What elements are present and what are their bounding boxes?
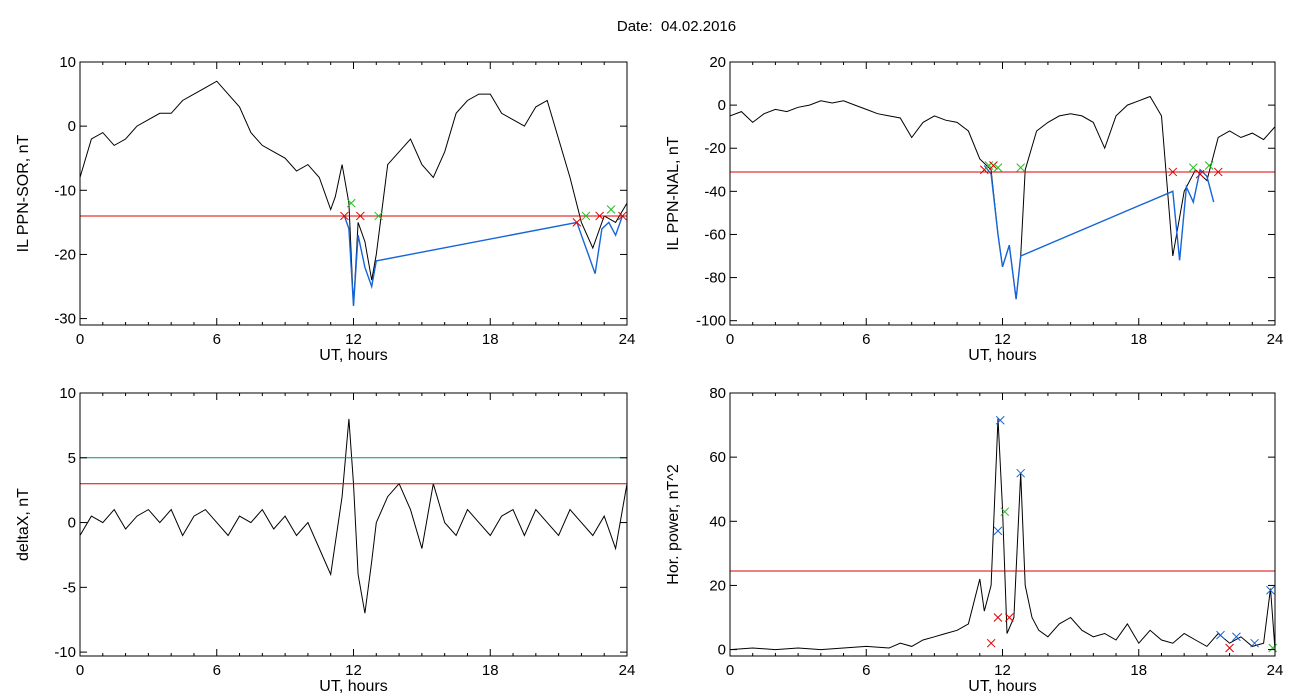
event-marker-6 xyxy=(1168,167,1178,177)
event-marker-3 xyxy=(355,211,365,221)
event-marker-2 xyxy=(984,161,994,170)
x-tick-label-3: 12 xyxy=(345,662,362,679)
x-tick-label-4: 18 xyxy=(1130,662,1147,679)
x-tick-label-2: 6 xyxy=(213,331,221,348)
event-marker-4 xyxy=(374,211,383,221)
y-axis-label: IL PPN-NAL, nT xyxy=(665,136,682,250)
y-tick-label-6: -80 xyxy=(704,270,726,287)
x-tick-label-2: 6 xyxy=(862,331,870,348)
event-marker-4 xyxy=(993,163,1003,172)
series-line-1 xyxy=(80,418,627,614)
x-axis-label: UT, hours xyxy=(319,347,387,364)
figure-title: Date: 04.02.2016 xyxy=(616,18,737,35)
event-marker-9 xyxy=(1232,632,1241,642)
y-tick-label-5: 0 xyxy=(718,642,726,659)
y-tick-label-2: 0 xyxy=(68,118,76,135)
x-tick-label-5: 24 xyxy=(1267,331,1284,348)
event-marker-5 xyxy=(1000,507,1010,517)
y-axis-label: IL PPN-SOR, nT xyxy=(15,134,32,252)
y-tick-label-4: -5 xyxy=(63,579,76,596)
event-marker-13 xyxy=(1268,643,1278,653)
x-axis-label: UT, hours xyxy=(968,347,1036,364)
event-marker-11 xyxy=(1250,638,1259,648)
event-marker-1 xyxy=(340,211,349,221)
chart-3: 0 6 12 18 24 10 5 0 -5 -10 UT, hours deltaX, nT xyxy=(15,385,635,695)
x-tick-label-5: 24 xyxy=(619,331,636,348)
x-tick-label-3: 12 xyxy=(994,662,1011,679)
series-line-1 xyxy=(80,80,627,306)
x-axis-label: UT, hours xyxy=(319,678,387,695)
y-tick-label-1: 10 xyxy=(59,54,76,71)
event-marker-8 xyxy=(606,205,616,214)
event-marker-9 xyxy=(618,211,627,221)
x-tick-label-2: 6 xyxy=(213,662,221,679)
chart-4: 0 6 12 18 24 80 60 40 20 0 UT, hours Hor. power, nT… xyxy=(665,385,1283,695)
y-tick-label-4: -20 xyxy=(54,246,76,263)
y-tick-label-5: -30 xyxy=(54,311,76,328)
event-marker-7 xyxy=(595,211,605,221)
x-tick-label-5: 24 xyxy=(619,662,636,679)
series-line-2 xyxy=(343,215,624,306)
y-tick-label-3: 0 xyxy=(68,515,76,532)
event-marker-6 xyxy=(581,211,591,221)
y-tick-label-7: -100 xyxy=(696,313,726,330)
event-marker-12 xyxy=(1266,585,1275,595)
y-axis-label: Hor. power, nT^2 xyxy=(665,464,682,585)
y-tick-label-4: 20 xyxy=(709,577,726,594)
x-tick-label-4: 18 xyxy=(1130,331,1147,348)
series-line-2 xyxy=(983,165,1215,300)
x-tick-label-1: 0 xyxy=(76,331,84,348)
event-marker-5 xyxy=(572,218,582,227)
y-tick-label-3: -20 xyxy=(704,140,726,157)
plot-frame xyxy=(79,392,628,657)
x-tick-label-5: 24 xyxy=(1267,662,1284,679)
x-tick-label-2: 6 xyxy=(862,662,870,679)
x-tick-label-4: 18 xyxy=(482,331,499,348)
event-marker-1 xyxy=(986,638,996,648)
event-marker-4 xyxy=(995,415,1005,425)
y-tick-label-2: 0 xyxy=(718,97,726,114)
event-marker-8 xyxy=(1195,169,1205,179)
plot-frame xyxy=(729,392,1276,657)
plot-frame xyxy=(729,61,1276,326)
chart-2: 0 6 12 18 24 20 0 -20 -40 -60 -80 -100 UT, hours IL P… xyxy=(665,54,1283,364)
y-axis-label: deltaX, nT xyxy=(15,488,32,561)
y-tick-label-5: -60 xyxy=(704,226,726,243)
event-marker-2 xyxy=(993,613,1003,622)
y-tick-label-1: 20 xyxy=(709,54,726,71)
event-marker-3 xyxy=(989,161,998,170)
event-marker-6 xyxy=(1004,613,1014,622)
y-tick-label-3: 40 xyxy=(709,513,726,530)
event-marker-8 xyxy=(1216,630,1225,640)
y-tick-label-1: 80 xyxy=(709,385,726,402)
event-marker-5 xyxy=(1016,163,1026,172)
y-tick-label-2: 60 xyxy=(709,449,726,466)
event-marker-9 xyxy=(1204,161,1214,170)
y-tick-label-1: 10 xyxy=(59,385,76,402)
event-marker-10 xyxy=(1225,643,1234,653)
x-tick-label-3: 12 xyxy=(345,331,362,348)
x-axis-label: UT, hours xyxy=(968,678,1036,695)
x-tick-label-4: 18 xyxy=(482,662,499,679)
y-tick-label-4: -40 xyxy=(704,183,726,200)
event-marker-10 xyxy=(1213,167,1223,177)
event-marker-2 xyxy=(346,198,356,208)
event-marker-3 xyxy=(993,526,1003,536)
x-tick-label-3: 12 xyxy=(994,331,1011,348)
series-line-1 xyxy=(730,418,1275,651)
x-tick-label-1: 0 xyxy=(726,331,734,348)
x-tick-label-1: 0 xyxy=(726,662,734,679)
event-marker-7 xyxy=(1016,468,1026,478)
series-line-1 xyxy=(730,95,1275,300)
y-tick-label-5: -10 xyxy=(54,644,76,661)
x-tick-label-1: 0 xyxy=(76,662,84,679)
chart-1: 0 6 12 18 24 10 0 -10 -20 -30 UT, hours IL PPN-SOR,… xyxy=(15,54,635,364)
y-tick-label-3: -10 xyxy=(54,182,76,199)
y-tick-label-2: 5 xyxy=(68,450,76,467)
